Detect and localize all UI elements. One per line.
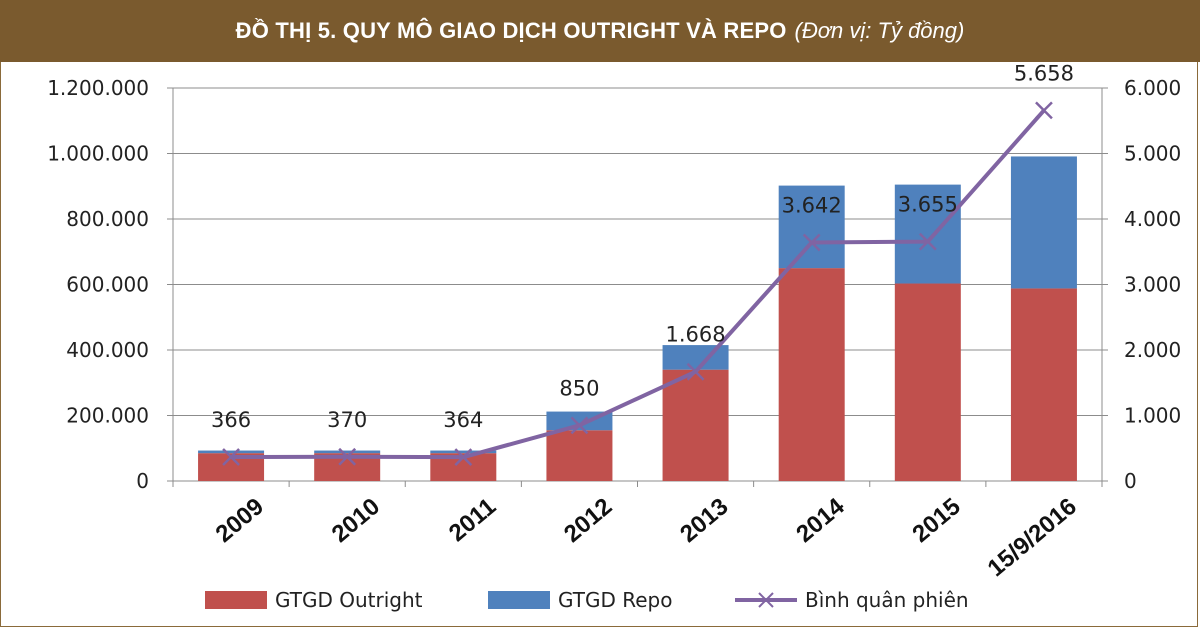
average-data-label: 370: [327, 408, 367, 432]
chart-canvas: 0 200.000 400.000 600.000 800.000 1.000.000 1.…: [47, 62, 1181, 582]
legend-label-outright: GTGD Outright: [275, 588, 423, 612]
chart-unit: (Đơn vị: Tỷ đồng): [794, 18, 965, 43]
x-axis-category-label: 2012: [559, 493, 617, 548]
right-axis-tick-label: 0: [1124, 469, 1137, 493]
left-axis-tick-label: 1.000.000: [47, 142, 149, 166]
left-axis-tick-label: 600.000: [66, 273, 149, 297]
legend-item-average: Bình quân phiên: [735, 588, 969, 612]
x-axis-category-label: 2014: [791, 492, 850, 547]
legend-label-repo: GTGD Repo: [558, 588, 673, 612]
average-point-marker: [222, 448, 240, 466]
bar-repo: [778, 185, 845, 269]
x-axis-category-label: 2010: [327, 493, 385, 548]
bar-outright: [778, 268, 845, 481]
bar-repo: [314, 450, 381, 454]
right-axis-tick-label: 6.000: [1124, 76, 1181, 100]
chart-title: ĐỒ THỊ 5. QUY MÔ GIAO DỊCH OUTRIGHT VÀ R…: [235, 18, 787, 43]
x-axis-category-label: 2013: [675, 493, 733, 548]
average-point-marker: [454, 448, 473, 467]
legend-line-average-icon: [735, 592, 797, 608]
bar-repo: [894, 184, 961, 284]
left-axis-tick-label: 1.200.000: [47, 76, 149, 100]
legend-item-outright: GTGD Outright: [205, 588, 423, 612]
bar-outright: [662, 369, 729, 481]
bar-repo: [1010, 156, 1077, 289]
average-point-marker: [802, 233, 821, 252]
chart-banner: ĐỒ THỊ 5. QUY MÔ GIAO DỊCH OUTRIGHT VÀ R…: [0, 0, 1200, 62]
x-axis-category-label: 15/9/2016: [983, 493, 1082, 582]
average-data-label: 5.658: [1014, 62, 1074, 85]
left-axis-tick-label: 800.000: [66, 207, 149, 231]
x-axis-category-label: 2009: [211, 493, 269, 548]
right-axis-tick-label: 4.000: [1124, 207, 1181, 231]
bar-outright: [1010, 288, 1077, 481]
average-line: [231, 109, 1046, 460]
average-data-label: 1.668: [666, 323, 726, 347]
legend-swatch-outright: [205, 591, 267, 609]
average-point-marker: [338, 447, 357, 466]
x-axis-category-label: 2015: [907, 493, 965, 548]
average-data-label: 3.655: [898, 193, 958, 217]
average-data-label: 3.642: [782, 193, 842, 217]
x-axis-category-label: 2011: [444, 493, 501, 547]
legend-swatch-repo: [488, 591, 550, 609]
legend-item-repo: GTGD Repo: [488, 588, 673, 612]
average-point-marker: [1035, 101, 1053, 120]
average-data-label: 366: [211, 408, 251, 432]
bar-outright: [546, 430, 613, 481]
average-point-marker: [918, 232, 937, 251]
left-axis-tick-label: 0: [136, 469, 149, 493]
bar-repo: [430, 450, 497, 454]
legend-label-average: Bình quân phiên: [805, 588, 969, 612]
bar-outright: [894, 283, 961, 481]
right-axis-tick-label: 3.000: [1124, 273, 1181, 297]
average-data-label: 850: [559, 376, 599, 400]
left-axis-tick-label: 400.000: [66, 338, 149, 362]
average-point-marker: [686, 362, 705, 381]
average-point-marker: [570, 416, 589, 435]
left-axis-tick-label: 200.000: [66, 404, 149, 428]
bar-repo: [198, 450, 265, 454]
right-axis-tick-label: 1.000: [1124, 404, 1181, 428]
right-axis-tick-label: 2.000: [1124, 338, 1181, 362]
right-axis-tick-label: 5.000: [1124, 142, 1181, 166]
average-data-label: 364: [443, 408, 483, 432]
